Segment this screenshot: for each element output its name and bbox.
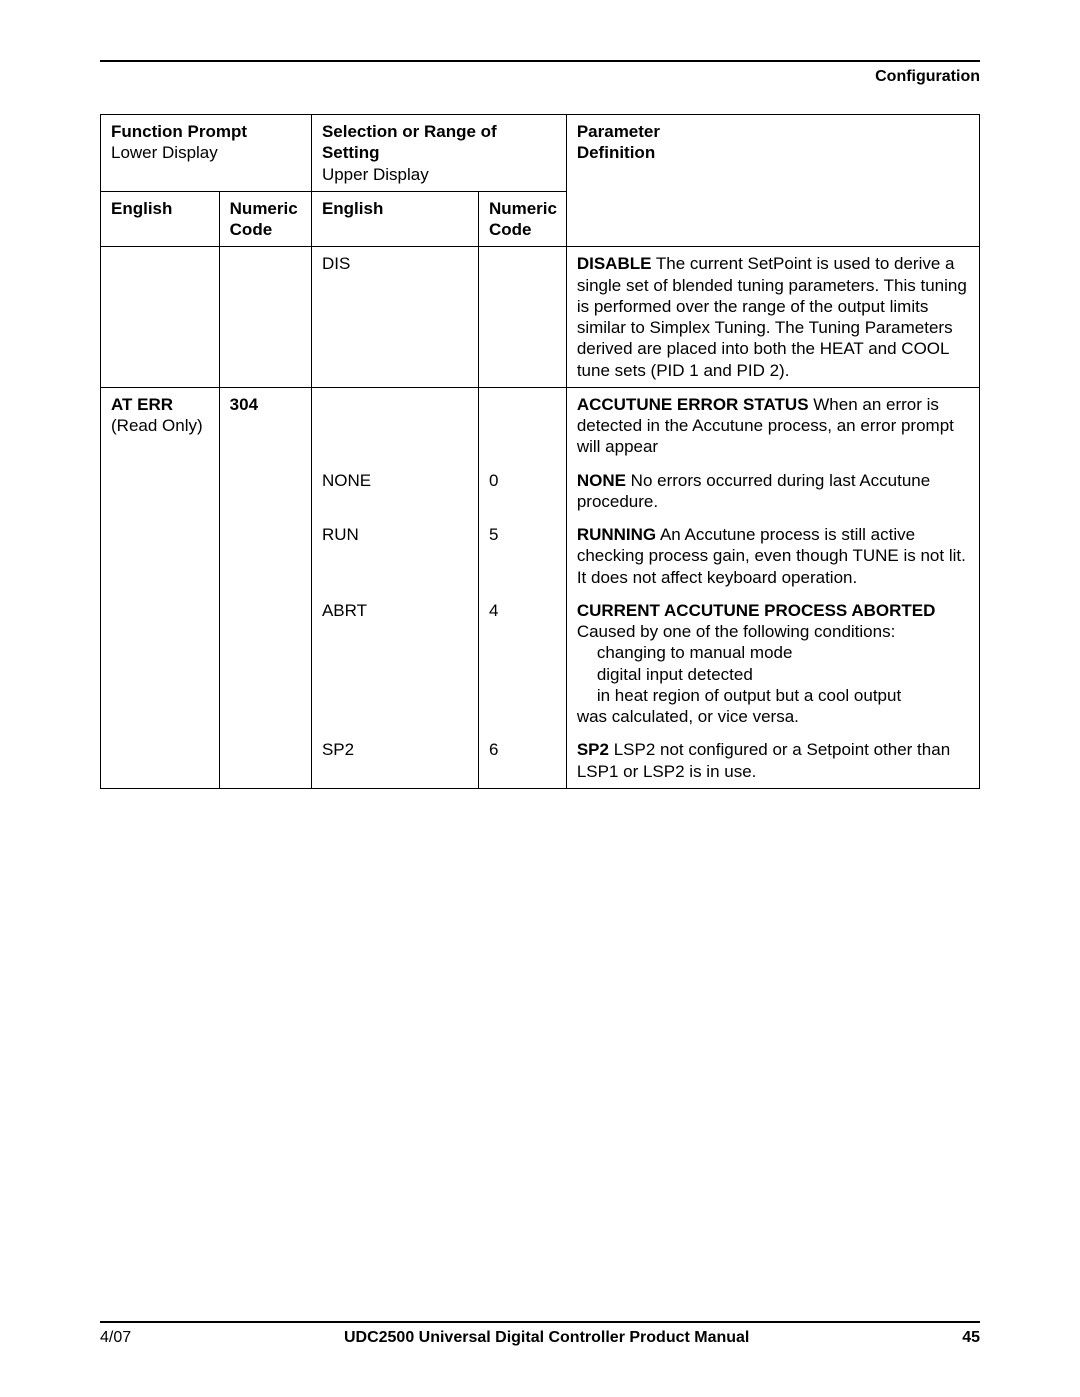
def-indent: in heat region of output but a cool outp… — [577, 685, 971, 706]
cell-sel-code: 5 — [478, 518, 566, 594]
cell-sel-eng: NONE — [311, 464, 478, 519]
footer-rule — [100, 1321, 980, 1323]
cell-fp-eng — [101, 247, 220, 388]
cell-sel-code — [478, 247, 566, 388]
cell-sel-eng: RUN — [311, 518, 478, 594]
cell-sel-eng: SP2 — [311, 733, 478, 788]
col-def-line2: Definition — [577, 143, 655, 162]
fp-code: 304 — [230, 395, 258, 414]
footer-title: UDC2500 Universal Digital Controller Pro… — [344, 1329, 749, 1347]
cell-definition: CURRENT ACCUTUNE PROCESS ABORTED Caused … — [566, 594, 979, 734]
table-row: DIS DISABLE The current SetPoint is used… — [101, 247, 980, 388]
cell-fp-code — [219, 247, 311, 388]
cell-sel-eng: DIS — [311, 247, 478, 388]
def-bold: RUNNING — [577, 525, 656, 544]
def-bold: NONE — [577, 471, 626, 490]
def-bold: SP2 — [577, 740, 609, 759]
cell-definition: ACCUTUNE ERROR STATUS When an error is d… — [566, 387, 979, 463]
cell-definition: DISABLE The current SetPoint is used to … — [566, 247, 979, 388]
def-text: was calculated, or vice versa. — [577, 707, 799, 726]
col-sel-sub: Upper Display — [322, 164, 558, 185]
col-sel-title: Selection or Range of Setting — [322, 122, 497, 162]
footer-page-number: 45 — [962, 1329, 980, 1347]
table-row: AT ERR (Read Only) 304 ACCUTUNE ERROR ST… — [101, 387, 980, 463]
config-table: Function Prompt Lower Display Selection … — [100, 114, 980, 789]
col-fp-title: Function Prompt — [111, 122, 247, 141]
col-def-line1: Parameter — [577, 122, 660, 141]
def-text: Caused by one of the following condition… — [577, 622, 895, 641]
col-fp-sub: Lower Display — [111, 142, 303, 163]
cell-sel-eng: ABRT — [311, 594, 478, 734]
def-text: LSP2 not configured or a Setpoint other … — [577, 740, 950, 780]
col-fp-numeric: Numeric Code — [219, 191, 311, 247]
col-function-prompt: Function Prompt Lower Display — [101, 115, 312, 192]
footer-date: 4/07 — [100, 1329, 131, 1347]
def-bold: CURRENT ACCUTUNE PROCESS ABORTED — [577, 601, 936, 620]
cell-sel-code: 6 — [478, 733, 566, 788]
cell-definition: SP2 LSP2 not configured or a Setpoint ot… — [566, 733, 979, 788]
fp-eng-sub: (Read Only) — [111, 416, 203, 435]
col-definition: Parameter Definition — [566, 115, 979, 247]
cell-definition: RUNNING An Accutune process is still act… — [566, 518, 979, 594]
table-header: Function Prompt Lower Display Selection … — [101, 115, 980, 247]
col-sel-english: English — [311, 191, 478, 247]
cell-fp-code: 304 — [219, 387, 311, 788]
page-footer: 4/07 UDC2500 Universal Digital Controlle… — [100, 1321, 980, 1347]
col-fp-english: English — [101, 191, 220, 247]
def-text: No errors occurred during last Accutune … — [577, 471, 930, 511]
cell-sel-code: 0 — [478, 464, 566, 519]
page: Configuration Function Prompt Lower Disp… — [0, 0, 1080, 1397]
header-rule — [100, 60, 980, 62]
def-bold: ACCUTUNE ERROR STATUS — [577, 395, 809, 414]
header-section-label: Configuration — [100, 68, 980, 86]
cell-definition: NONE No errors occurred during last Accu… — [566, 464, 979, 519]
cell-fp-eng: AT ERR (Read Only) — [101, 387, 220, 788]
cell-sel-code — [478, 387, 566, 463]
def-bold: DISABLE — [577, 254, 652, 273]
cell-sel-code: 4 — [478, 594, 566, 734]
cell-sel-eng — [311, 387, 478, 463]
col-selection: Selection or Range of Setting Upper Disp… — [311, 115, 566, 192]
col-sel-numeric: Numeric Code — [478, 191, 566, 247]
def-indent: changing to manual mode — [577, 642, 971, 663]
def-indent: digital input detected — [577, 664, 971, 685]
fp-eng-bold: AT ERR — [111, 395, 173, 414]
